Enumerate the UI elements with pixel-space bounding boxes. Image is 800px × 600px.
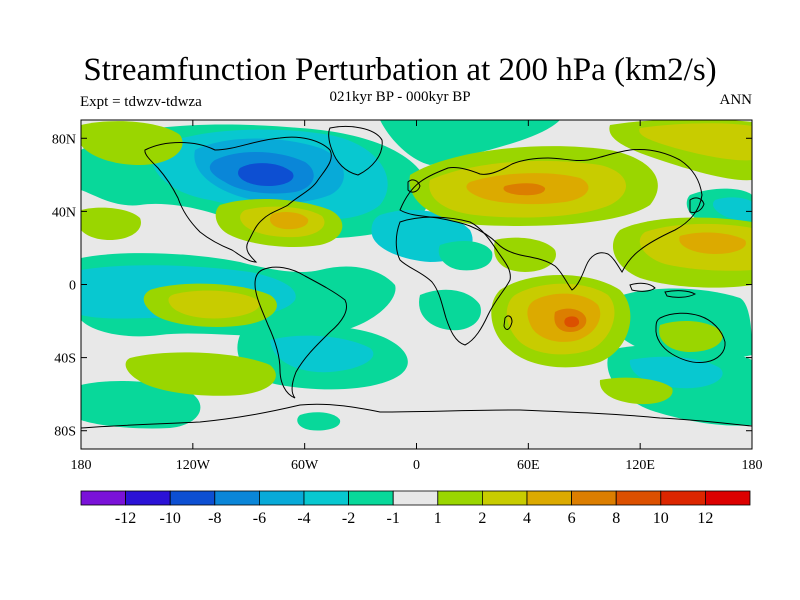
colorbar-swatch: [526, 490, 572, 506]
southern-ocean-green: [81, 380, 201, 429]
arctic-east-gold: [639, 123, 752, 161]
north-pacific-yellow: [81, 121, 183, 165]
lon-tick-label: 180: [742, 458, 763, 473]
canada-core: [238, 163, 294, 186]
lon-tick-label: 180: [71, 458, 92, 473]
colorbar-swatch: [80, 490, 126, 506]
colorbar-label: 12: [697, 510, 713, 527]
coastline-britain: [407, 179, 421, 193]
west-africa-green: [438, 240, 493, 271]
colorbar-swatch: [660, 490, 706, 506]
arctic-green-band: [380, 120, 560, 165]
eurasia-core: [503, 183, 546, 196]
coastline-antarctica: [81, 403, 752, 429]
lon-tick-label: 120W: [176, 458, 211, 473]
colorbar-swatch: [481, 490, 528, 506]
lon-tick-label: 0: [413, 458, 420, 473]
colorbar-swatch: [392, 490, 439, 506]
coastline-indonesia: [629, 282, 697, 298]
season-label: ANN: [719, 92, 753, 108]
longitude-axis: 180 120W 60W 0 60E 120E 180: [71, 120, 763, 473]
antarctic-yellow: [599, 377, 673, 405]
positive-anomaly-regions: [81, 120, 752, 405]
colorbar-label: -6: [253, 510, 266, 527]
africa-yellow: [494, 237, 556, 272]
colorbar-swatch: [125, 490, 171, 506]
lon-tick-label: 120E: [625, 458, 655, 473]
colorbar-label: -4: [297, 510, 310, 527]
colorbar-swatch: [348, 490, 394, 506]
lat-tick-label: 40S: [54, 352, 76, 367]
west-pacific-orange: [679, 232, 746, 254]
colorbar-swatch: [615, 490, 662, 506]
lon-tick-label: 60E: [517, 458, 540, 473]
colorbar-label: 8: [612, 510, 620, 527]
antarctic-green: [297, 412, 341, 431]
colorbar-label: -1: [387, 510, 400, 527]
indian-ocean-green: [419, 289, 481, 331]
indian-ocean-core: [564, 316, 580, 328]
east-pacific-cyan: [713, 197, 752, 221]
lat-tick-label: 80N: [52, 132, 76, 147]
coastline-japan: [689, 197, 705, 213]
colorbar-swatch: [705, 490, 751, 506]
lat-tick-label: 0: [69, 279, 76, 294]
chart-subtitle: 021kyr BP - 000kyr BP: [329, 89, 471, 105]
map-field: [81, 120, 752, 449]
eastern-pacific-yellow: [81, 207, 141, 240]
colorbar-swatch: [303, 490, 349, 506]
experiment-label: Expt = tdwzv-tdwza: [80, 94, 202, 110]
coastline-europe: [399, 149, 703, 291]
coastline-north-america: [144, 136, 332, 263]
north-atlantic-orange: [269, 211, 309, 230]
colorbar-label: 10: [653, 510, 669, 527]
colorbar-label: 4: [523, 510, 531, 527]
lat-tick-label: 80S: [54, 425, 76, 440]
colorbar-swatch: [258, 490, 305, 506]
coastline-south-america: [254, 266, 347, 399]
lon-tick-label: 60W: [291, 458, 319, 473]
colorbar-label: 6: [568, 510, 576, 527]
lat-tick-label: 40N: [52, 205, 76, 220]
colorbar-swatch: [437, 490, 483, 506]
coastlines: [81, 126, 752, 429]
latitude-axis: 80N 40N 0 40S 80S: [52, 132, 752, 440]
colorbar-labels: -12 -10 -8 -6 -4 -2 -1 1 2 4 6 8 10 12: [115, 510, 713, 527]
colorbar-label: -12: [115, 510, 136, 527]
colorbar-label: 2: [478, 510, 486, 527]
chart-title: Streamfunction Perturbation at 200 hPa (…: [83, 52, 717, 88]
colorbar-label: -2: [342, 510, 355, 527]
coastline-australia: [655, 312, 726, 363]
australia-yellow: [659, 320, 723, 352]
colorbar-label: 1: [434, 510, 442, 527]
south-pacific-gold: [168, 290, 260, 319]
south-atlantic-cyan: [270, 335, 374, 373]
colorbar-swatch: [169, 490, 216, 506]
colorbar-label: -8: [208, 510, 221, 527]
coastline-greenland: [328, 126, 383, 176]
colorbar-swatch: [214, 490, 260, 506]
colorbar: [80, 490, 751, 506]
southern-ocean-yellow: [125, 352, 276, 396]
colorbar-swatch: [571, 490, 617, 506]
coastline-madagascar: [503, 315, 513, 330]
colorbar-label: -10: [160, 510, 181, 527]
